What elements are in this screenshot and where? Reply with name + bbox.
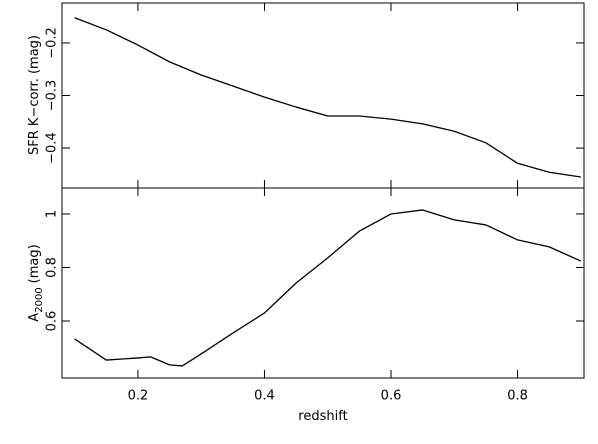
x-tick-label: 0.6: [381, 389, 402, 404]
y-tick-label: −0.3: [45, 80, 60, 112]
data-line: [74, 17, 581, 178]
y-axis-label: SFR K−corr. (mag): [27, 35, 42, 155]
y-tick-label: −0.2: [45, 27, 60, 59]
x-axis-label: redshift: [298, 409, 347, 424]
x-tick-label: 0.2: [128, 389, 149, 404]
y-tick-label: 0.8: [45, 257, 60, 278]
x-tick-label: 0.4: [254, 389, 275, 404]
y-axis-label: A2000 (mag): [27, 244, 45, 321]
data-line: [74, 209, 582, 367]
y-tick-label: −0.4: [45, 132, 60, 164]
y-label-main: A: [27, 313, 42, 322]
y-label-rest: (mag): [27, 244, 42, 283]
y-tick-label: 1: [45, 210, 60, 218]
bottom-frame: [61, 187, 585, 379]
x-tick-label: 0.8: [507, 389, 528, 404]
y-tick-label: 0.6: [45, 311, 60, 332]
top-frame: [61, 2, 585, 189]
y-label-sub: 2000: [34, 287, 45, 312]
